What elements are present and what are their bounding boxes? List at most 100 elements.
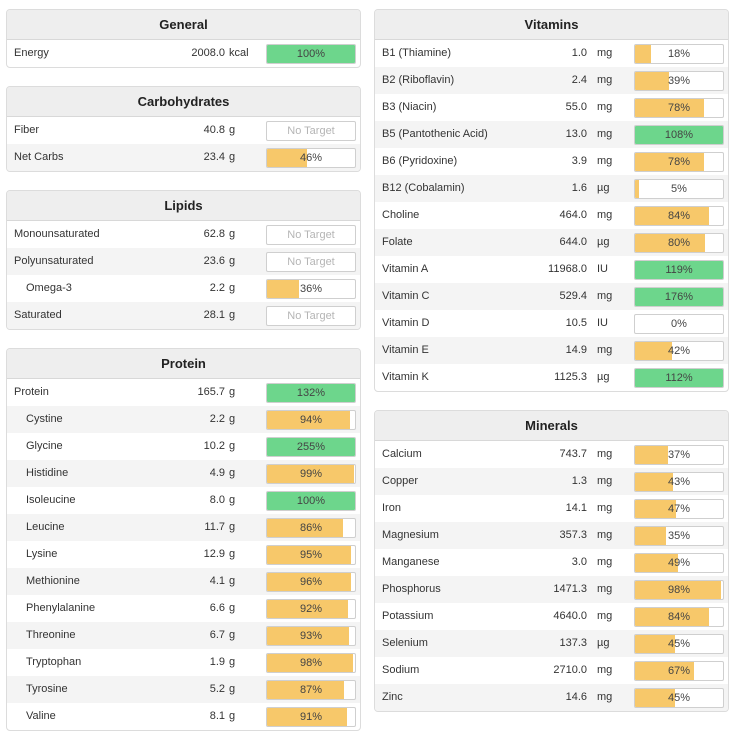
progress-fill <box>635 180 640 198</box>
nutrient-amount: 464.0 <box>559 209 587 221</box>
nutrient-name: Saturated <box>14 309 62 321</box>
target-progress-bar: 18% <box>634 44 724 64</box>
nutrient-unit: µg <box>597 182 610 194</box>
nutrient-name: Methionine <box>26 575 80 587</box>
nutrient-row: Valine 8.1 g 91% <box>7 703 360 730</box>
nutrient-unit: g <box>229 413 236 425</box>
nutrient-row: Net Carbs 23.4 g 46% <box>7 144 360 171</box>
nutrient-amount: 4.1 <box>209 575 225 587</box>
progress-percent: 42% <box>667 345 691 357</box>
target-progress-bar: 78% <box>634 98 724 118</box>
nutrient-unit: g <box>229 629 236 641</box>
progress-fill <box>267 492 355 510</box>
panel-protein: Protein Protein 165.7 g 132% Cystine 2.2 g 94% G… <box>6 348 361 731</box>
target-progress-bar: 91% <box>266 707 356 727</box>
progress-percent: 91% <box>299 711 323 723</box>
target-progress-bar: 35% <box>634 526 724 546</box>
target-progress-bar: 47% <box>634 499 724 519</box>
nutrient-unit: mg <box>597 556 613 568</box>
target-progress-bar: 86% <box>266 518 356 538</box>
target-progress-bar: 100% <box>266 491 356 511</box>
nutrient-name: B1 (Thiamine) <box>382 47 452 59</box>
nutrient-name: B2 (Riboflavin) <box>382 74 455 86</box>
progress-fill <box>635 527 666 545</box>
progress-fill <box>635 126 723 144</box>
target-progress-bar: No Target <box>266 306 356 326</box>
target-progress-bar: No Target <box>266 225 356 245</box>
progress-fill <box>635 45 651 63</box>
nutrient-amount: 40.8 <box>203 124 225 136</box>
panel-carbohydrates: Carbohydrates Fiber 40.8 g No Target Net Car… <box>6 86 361 172</box>
nutrient-unit: mg <box>597 128 613 140</box>
nutrient-name: Glycine <box>26 440 63 452</box>
nutrient-row: Vitamin A 11968.0 IU 119% <box>375 256 728 283</box>
target-progress-bar: 45% <box>634 688 724 708</box>
nutrient-name: Vitamin D <box>382 317 430 329</box>
nutrient-name: Selenium <box>382 637 428 649</box>
nutrient-amount: 13.0 <box>565 128 587 140</box>
nutrient-unit: g <box>229 548 236 560</box>
nutrient-row: Cystine 2.2 g 94% <box>7 406 360 433</box>
nutrient-amount: 3.0 <box>571 556 587 568</box>
nutrient-name: Vitamin A <box>382 263 429 275</box>
nutrient-unit: g <box>229 656 236 668</box>
progress-percent: 176% <box>664 291 694 303</box>
nutrient-row: Folate 644.0 µg 80% <box>375 229 728 256</box>
nutrient-unit: IU <box>597 263 608 275</box>
progress-fill <box>635 689 675 707</box>
nutrient-amount: 743.7 <box>559 448 587 460</box>
nutrient-name: Net Carbs <box>14 151 64 163</box>
nutrient-amount: 23.4 <box>203 151 225 163</box>
nutrient-amount: 12.9 <box>203 548 225 560</box>
nutrient-row: Omega-3 2.2 g 36% <box>7 275 360 302</box>
progress-percent: 46% <box>299 152 323 164</box>
progress-percent: 100% <box>296 495 326 507</box>
panel-title: General <box>7 10 360 40</box>
target-progress-bar: 49% <box>634 553 724 573</box>
progress-percent: No Target <box>287 125 335 137</box>
nutrient-amount: 2008.0 <box>191 47 225 59</box>
nutrient-name: Phosphorus <box>382 583 441 595</box>
target-progress-bar: 45% <box>634 634 724 654</box>
nutrient-unit: mg <box>597 448 613 460</box>
progress-fill <box>267 546 351 564</box>
progress-fill <box>267 600 348 618</box>
target-progress-bar: 43% <box>634 472 724 492</box>
nutrient-amount: 8.0 <box>209 494 225 506</box>
nutrient-name: B6 (Pyridoxine) <box>382 155 458 167</box>
nutrient-amount: 6.6 <box>209 602 225 614</box>
progress-fill <box>267 384 355 402</box>
nutrient-unit: mg <box>597 155 613 167</box>
nutrient-amount: 62.8 <box>203 228 225 240</box>
progress-percent: 67% <box>667 665 691 677</box>
progress-fill <box>267 280 299 298</box>
nutrient-amount: 11.7 <box>204 521 225 533</box>
nutrient-row: Histidine 4.9 g 99% <box>7 460 360 487</box>
nutrient-row: Selenium 137.3 µg 45% <box>375 630 728 657</box>
progress-fill <box>267 654 354 672</box>
nutrient-name: Monounsaturated <box>14 228 100 240</box>
target-progress-bar: 95% <box>266 545 356 565</box>
target-progress-bar: 176% <box>634 287 724 307</box>
progress-percent: 80% <box>667 237 691 249</box>
progress-percent: 87% <box>299 684 323 696</box>
nutrient-amount: 14.9 <box>565 344 587 356</box>
nutrient-amount: 28.1 <box>203 309 225 321</box>
progress-percent: 112% <box>665 372 693 384</box>
progress-fill <box>267 465 355 483</box>
target-progress-bar: 98% <box>634 580 724 600</box>
nutrient-row: Methionine 4.1 g 96% <box>7 568 360 595</box>
nutrient-unit: g <box>229 521 236 533</box>
progress-percent: 5% <box>671 183 687 195</box>
nutrient-name: Vitamin C <box>382 290 430 302</box>
nutrient-unit: g <box>229 494 236 506</box>
nutrient-name: Threonine <box>26 629 76 641</box>
nutrient-amount: 1.6 <box>571 182 587 194</box>
nutrient-unit: mg <box>597 101 613 113</box>
target-progress-bar: 5% <box>634 179 724 199</box>
progress-fill <box>635 207 709 225</box>
nutrient-amount: 11968.0 <box>548 263 587 275</box>
panel-lipids: Lipids Monounsaturated 62.8 g No Target Poly… <box>6 190 361 330</box>
nutrient-unit: mg <box>597 74 613 86</box>
nutrient-unit: g <box>229 228 236 240</box>
